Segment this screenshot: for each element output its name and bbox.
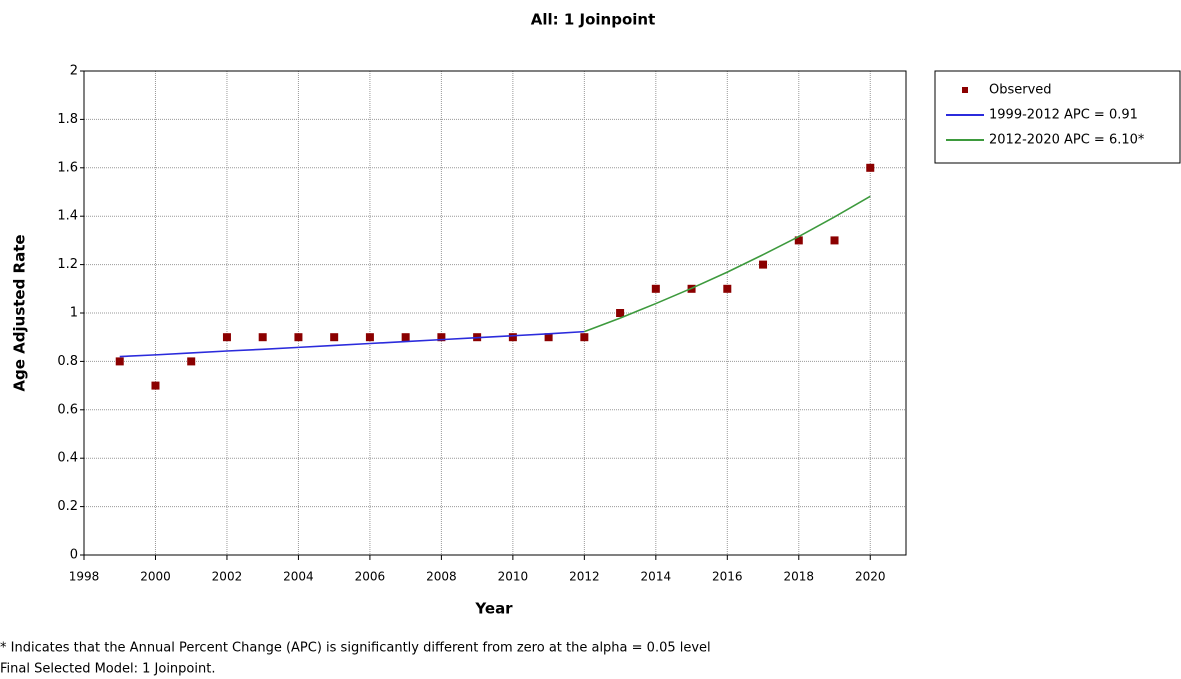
x-tick-label: 2016	[712, 570, 743, 584]
x-tick-label: 2014	[641, 570, 672, 584]
data-point	[115, 357, 124, 366]
data-point	[580, 333, 589, 342]
legend-label: Observed	[989, 83, 1052, 98]
y-tick-label: 1.8	[57, 112, 78, 127]
chart-title: All: 1 Joinpoint	[531, 11, 656, 29]
data-point	[365, 333, 374, 342]
data-point	[866, 163, 875, 172]
data-point	[401, 333, 410, 342]
data-point	[222, 333, 231, 342]
y-tick-label: 1.6	[57, 160, 78, 175]
y-tick-label: 0.6	[57, 402, 78, 417]
x-tick-label: 2004	[283, 570, 314, 584]
data-point	[294, 333, 303, 342]
data-point	[437, 333, 446, 342]
y-tick-label: 0.2	[57, 499, 78, 514]
legend-label: 2012-2020 APC = 6.10*	[989, 133, 1145, 148]
y-tick-label: 1	[70, 306, 78, 321]
y-tick-label: 0.4	[57, 451, 78, 466]
data-point	[759, 260, 768, 269]
footnote: Final Selected Model: 1 Joinpoint.	[0, 662, 215, 677]
y-tick-label: 2	[70, 64, 78, 79]
y-tick-label: 1.4	[57, 209, 78, 224]
data-point	[723, 284, 732, 293]
y-tick-label: 0.8	[57, 354, 78, 369]
data-point	[258, 333, 267, 342]
legend-marker	[962, 87, 968, 93]
data-point	[794, 236, 803, 245]
plot-frame	[83, 70, 907, 556]
y-tick-label: 0	[70, 548, 78, 563]
legend-box	[934, 70, 1181, 164]
y-axis-label: Age Adjusted Rate	[11, 234, 29, 391]
x-tick-label: 2008	[426, 570, 457, 584]
x-tick-label: 2002	[212, 570, 243, 584]
x-tick-label: 2000	[140, 570, 171, 584]
data-point	[330, 333, 339, 342]
x-tick-label: 2010	[498, 570, 529, 584]
x-tick-label: 1998	[69, 570, 100, 584]
y-tick-label: 1.2	[57, 257, 78, 272]
x-tick-label: 2006	[355, 570, 386, 584]
footnote: * Indicates that the Annual Percent Chan…	[0, 641, 711, 656]
trend-line	[119, 330, 585, 358]
data-point	[616, 309, 625, 317]
data-point	[151, 381, 160, 390]
data-point	[651, 284, 660, 293]
x-axis-label: Year	[474, 600, 513, 618]
x-tick-label: 2020	[855, 570, 886, 584]
legend-label: 1999-2012 APC = 0.91	[989, 108, 1138, 123]
data-point	[830, 236, 839, 245]
x-tick-label: 2018	[784, 570, 815, 584]
data-point	[187, 357, 196, 366]
trend-line	[584, 195, 871, 333]
x-tick-label: 2012	[569, 570, 600, 584]
data-point	[544, 333, 553, 342]
data-point	[508, 333, 517, 342]
